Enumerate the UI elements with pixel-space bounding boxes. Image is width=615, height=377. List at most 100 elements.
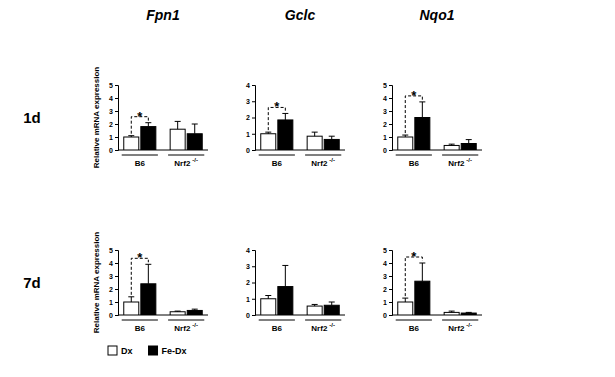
tick: 0 [109,147,118,154]
tick: 2 [109,121,118,128]
tick: 0 [383,147,392,154]
tick: 4 [246,247,255,254]
tick-label: 1 [109,134,113,141]
error-line [194,124,195,134]
bar [261,299,276,315]
error-bar [402,135,408,137]
tick-mark [389,124,392,125]
group-line [122,320,158,321]
error-cap [312,304,318,305]
tick: 4 [109,260,118,267]
tick: 1 [109,299,118,306]
group-line [442,320,478,321]
tick-label: 2 [109,121,113,128]
category-name: B6 [409,324,420,333]
category-name: B6 [272,324,283,333]
axis-line [252,86,256,151]
group-line [168,155,204,156]
tick: 2 [109,286,118,293]
tick-mark [389,150,392,151]
error-cap [449,144,455,145]
bar [141,127,156,150]
error-cap [312,132,318,133]
category-label: Nrf2-/- [448,322,472,333]
error-line [422,263,423,281]
bar [278,287,293,315]
tick-label: 0 [246,312,250,319]
tick: 0 [109,312,118,319]
category-superscript: -/- [192,157,198,163]
bar [170,129,185,150]
tick-mark [252,283,255,284]
error-cap [466,312,472,313]
significance-label: * [411,88,417,103]
error-bar [265,132,271,134]
bar [170,312,185,315]
bar [398,302,413,315]
tick-mark [389,289,392,290]
error-cap [145,122,151,123]
error-bar [175,121,181,129]
axis-line [389,251,393,316]
legend-label: Fe-Dx [162,346,187,356]
bar [461,313,476,315]
category-superscript: -/- [466,157,472,163]
tick-label: 1 [246,130,250,137]
tick: 3 [246,263,255,270]
bars [398,102,476,150]
tick: 3 [109,273,118,280]
category-label: Nrf2-/- [311,322,335,333]
error-cap [402,135,408,136]
error-line [405,298,406,302]
significance-label: * [411,249,417,264]
error-bar [128,136,134,137]
error-bar [449,311,455,312]
tick: 3 [246,98,255,105]
error-line [177,121,178,129]
bar [461,144,476,151]
tick-label: 3 [109,108,113,115]
bar [278,120,293,150]
error-cap [282,113,288,114]
tick: 4 [246,82,255,89]
bar [187,134,202,150]
error-cap [265,132,271,133]
bar [141,284,156,315]
axis-line [389,86,393,151]
bar [444,145,459,150]
category-name: B6 [272,159,283,168]
bar [124,302,139,315]
tick: 3 [109,108,118,115]
tick: 5 [383,82,392,89]
tick-label: 5 [383,82,387,89]
group-line [442,155,478,156]
tick: 2 [383,121,392,128]
category-name: Nrf2 [174,159,191,168]
tick-mark [252,266,255,267]
bar [324,305,339,315]
group-line [259,320,295,321]
tick: 3 [383,108,392,115]
error-line [131,297,132,302]
error-bar [312,132,318,136]
panel: 012345B6Nrf2-/-* [383,82,482,168]
tick-mark [115,276,118,277]
column-title: Fpn1 [146,7,180,23]
tick-mark [115,302,118,303]
category-label: B6 [272,324,283,333]
bar [187,310,202,315]
tick-label: 1 [383,299,387,306]
tick-mark [252,118,255,119]
category-label: B6 [409,159,420,168]
tick-mark [252,299,255,300]
category-label: Nrf2-/- [448,157,472,168]
tick-label: 4 [246,247,250,254]
tick-label: 0 [109,147,113,154]
tick-mark [389,137,392,138]
panel: 01234B6Nrf2-/- [246,247,345,333]
tick-label: 3 [383,273,387,280]
tick: 1 [246,295,255,302]
bars [124,264,202,315]
tick-label: 0 [246,147,250,154]
bar [261,134,276,150]
